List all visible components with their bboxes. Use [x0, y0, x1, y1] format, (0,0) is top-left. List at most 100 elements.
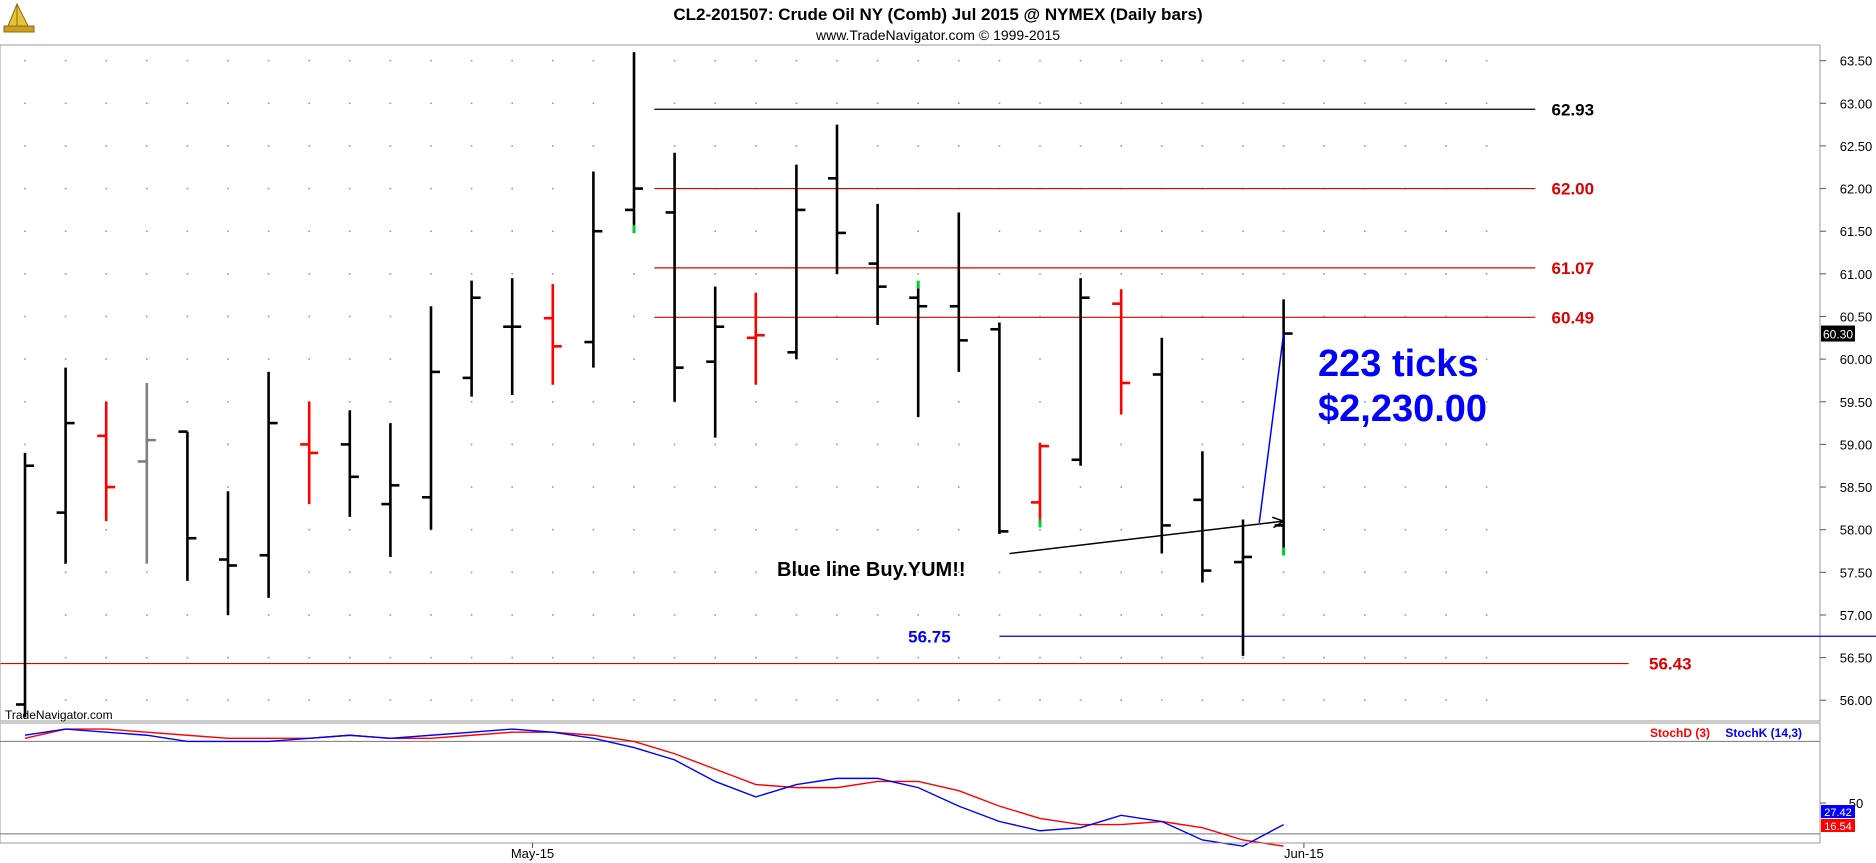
- grid-dot: [998, 614, 1001, 616]
- grid-dot: [917, 443, 919, 446]
- last-price-label: 60.30: [1823, 328, 1853, 342]
- grid-dot: [389, 358, 392, 360]
- grid-dot: [1120, 102, 1122, 105]
- grid-dot: [1201, 358, 1204, 360]
- grid-dot: [552, 145, 554, 147]
- grid-dot: [146, 187, 148, 190]
- signal-marker: [1038, 519, 1042, 528]
- grid-dot: [1201, 315, 1204, 318]
- grid-dot: [470, 273, 473, 275]
- grid-dot: [917, 699, 919, 702]
- grid-dot: [1282, 614, 1285, 616]
- grid-dot: [64, 614, 67, 616]
- grid-dot: [755, 443, 757, 446]
- y-tick-label: 60.00: [1840, 352, 1873, 367]
- grid-dot: [1445, 656, 1447, 659]
- grid-dot: [1120, 230, 1122, 233]
- grid-dot: [511, 145, 513, 147]
- grid-dot: [876, 571, 879, 574]
- grid-dot: [1404, 400, 1407, 403]
- grid-dot: [633, 400, 635, 403]
- grid-dot: [917, 656, 919, 659]
- y-tick-label: 56.00: [1840, 693, 1873, 708]
- grid-dot: [389, 187, 392, 190]
- grid-dot: [146, 699, 148, 702]
- grid-dot: [592, 656, 595, 659]
- grid-dot: [146, 571, 148, 574]
- grid-dot: [267, 656, 270, 659]
- grid-dot: [308, 358, 310, 360]
- grid-dot: [714, 571, 716, 574]
- grid-dot: [1120, 486, 1122, 488]
- grid-dot: [1079, 614, 1082, 616]
- grid-dot: [592, 486, 595, 488]
- grid-dot: [105, 102, 107, 105]
- grid-dot: [917, 614, 919, 616]
- grid-dot: [430, 699, 432, 702]
- ohlc-bar: [137, 383, 156, 564]
- grid-dot: [958, 486, 960, 488]
- grid-dot: [389, 571, 392, 574]
- grid-dot: [511, 443, 513, 446]
- grid-dot: [1242, 230, 1244, 233]
- grid-dot: [186, 187, 189, 190]
- grid-dot: [552, 571, 554, 574]
- grid-dot: [958, 443, 960, 446]
- grid-dot: [958, 571, 960, 574]
- grid-dot: [186, 400, 189, 403]
- ohlc-bar: [828, 124, 846, 274]
- grid-dot: [876, 145, 879, 147]
- grid-dot: [1120, 59, 1122, 62]
- grid-dot: [1364, 145, 1366, 147]
- grid-dot: [876, 358, 879, 360]
- buy-arrow-head: [1272, 516, 1286, 529]
- grid-dot: [755, 102, 757, 105]
- grid-dot: [1242, 400, 1244, 403]
- grid-dot: [227, 273, 229, 275]
- grid-dot: [308, 102, 310, 105]
- grid-dot: [1323, 230, 1325, 233]
- ohlc-bar: [462, 280, 481, 397]
- grid-dot: [552, 273, 554, 275]
- grid-dot: [267, 358, 270, 360]
- grid-dot: [714, 102, 716, 105]
- grid-dot: [349, 656, 351, 659]
- grid-dot: [1364, 358, 1366, 360]
- grid-dot: [1404, 230, 1407, 233]
- ohlc-bar: [1031, 442, 1049, 526]
- chart-subtitle: www.TradeNavigator.com © 1999-2015: [815, 27, 1060, 43]
- grid-dot: [1364, 528, 1366, 531]
- grid-dot: [1364, 230, 1366, 233]
- grid-dot: [64, 656, 67, 659]
- ohlc-bar: [1071, 278, 1090, 466]
- grid-dot: [755, 656, 757, 659]
- grid-dot: [876, 400, 879, 403]
- grid-dot: [836, 614, 838, 616]
- grid-dot: [1201, 614, 1204, 616]
- stoch-lines: [24, 728, 1284, 847]
- grid-dot: [227, 59, 229, 62]
- grid-dot: [105, 358, 107, 360]
- grid-dot: [24, 400, 26, 403]
- grid-dot: [1364, 273, 1366, 275]
- grid-dot: [1161, 145, 1163, 147]
- grid-dot: [1445, 315, 1447, 318]
- grid-dot: [430, 273, 432, 275]
- grid-dot: [308, 230, 310, 233]
- grid-dot: [1079, 145, 1082, 147]
- grid-dot: [917, 486, 919, 488]
- grid-dot: [511, 59, 513, 62]
- grid-dot: [1120, 699, 1122, 702]
- grid-dot: [714, 528, 716, 531]
- stoch-last-box: [1821, 805, 1855, 818]
- grid-dot: [917, 571, 919, 574]
- grid-dot: [1404, 656, 1407, 659]
- grid-dot: [673, 145, 676, 147]
- grid-dot: [24, 187, 26, 190]
- grid-dot: [1323, 614, 1325, 616]
- grid-dot: [1161, 571, 1163, 574]
- grid-dot: [470, 486, 473, 488]
- grid-dot: [673, 614, 676, 616]
- grid-dot: [1323, 528, 1325, 531]
